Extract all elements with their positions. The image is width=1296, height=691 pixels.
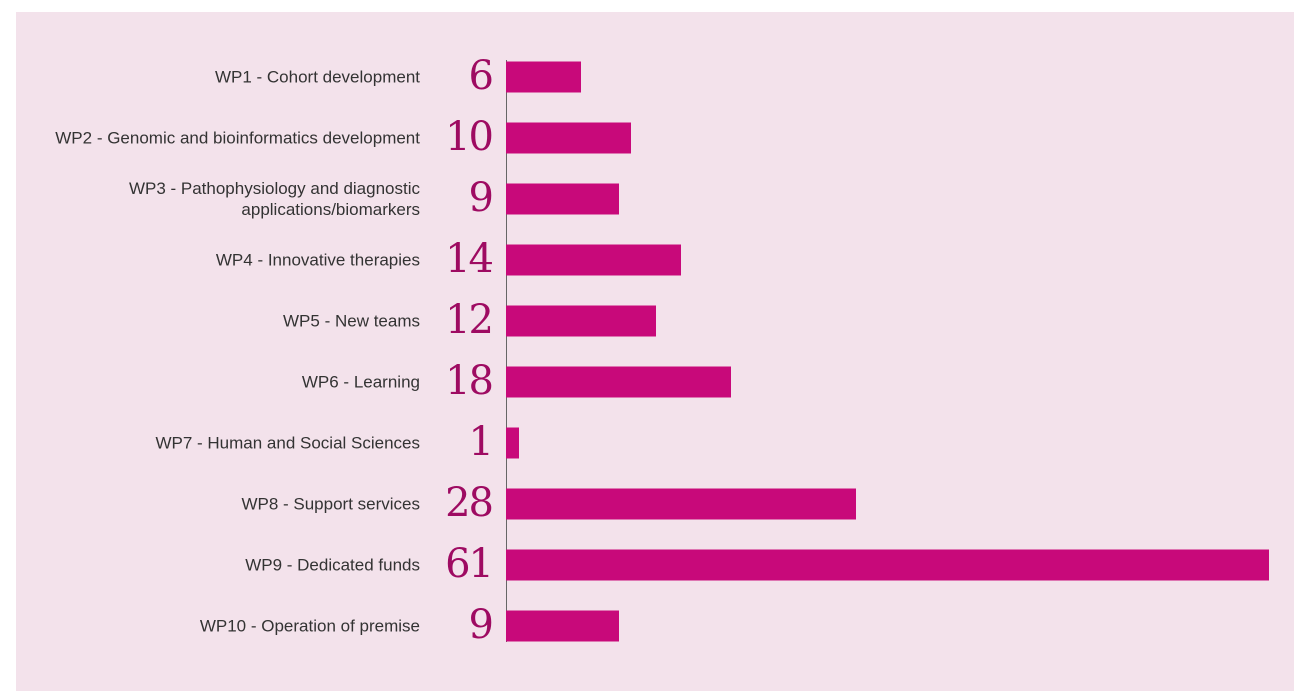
bar: [506, 122, 632, 154]
value-label: 28: [445, 480, 494, 526]
chart-panel: [16, 12, 1294, 691]
value-label: 9: [468, 175, 494, 221]
bar: [506, 427, 519, 459]
bar: [506, 549, 1269, 581]
value-label: 9: [468, 602, 494, 648]
category-label: WP10 - Operation of premise: [199, 616, 420, 636]
value-label: 61: [445, 541, 494, 587]
category-label: WP6 - Learning: [301, 372, 420, 392]
bar: [506, 305, 657, 337]
value-label: 1: [468, 419, 494, 465]
category-label: WP5 - New teams: [283, 311, 420, 331]
category-label: WP2 - Genomic and bioinformatics develop…: [55, 128, 420, 148]
category-label: WP1 - Cohort development: [214, 67, 420, 87]
category-label: WP4 - Innovative therapies: [215, 250, 420, 270]
value-label: 6: [468, 53, 494, 99]
value-label: 12: [445, 297, 494, 343]
bar: [506, 488, 857, 520]
axis-line: [506, 60, 507, 642]
category-label: WP9 - Dedicated funds: [245, 555, 420, 575]
bar: [506, 366, 732, 398]
value-label: 10: [445, 114, 494, 160]
bar: [506, 244, 682, 276]
bar: [506, 61, 582, 93]
bar: [506, 183, 619, 215]
category-label: WP8 - Support services: [241, 494, 420, 514]
category-label: WP7 - Human and Social Sciences: [155, 433, 420, 453]
value-label: 18: [445, 358, 494, 404]
bar: [506, 610, 619, 642]
value-label: 14: [445, 236, 494, 282]
category-label: WP3 - Pathophysiology and diagnostic app…: [128, 179, 420, 219]
